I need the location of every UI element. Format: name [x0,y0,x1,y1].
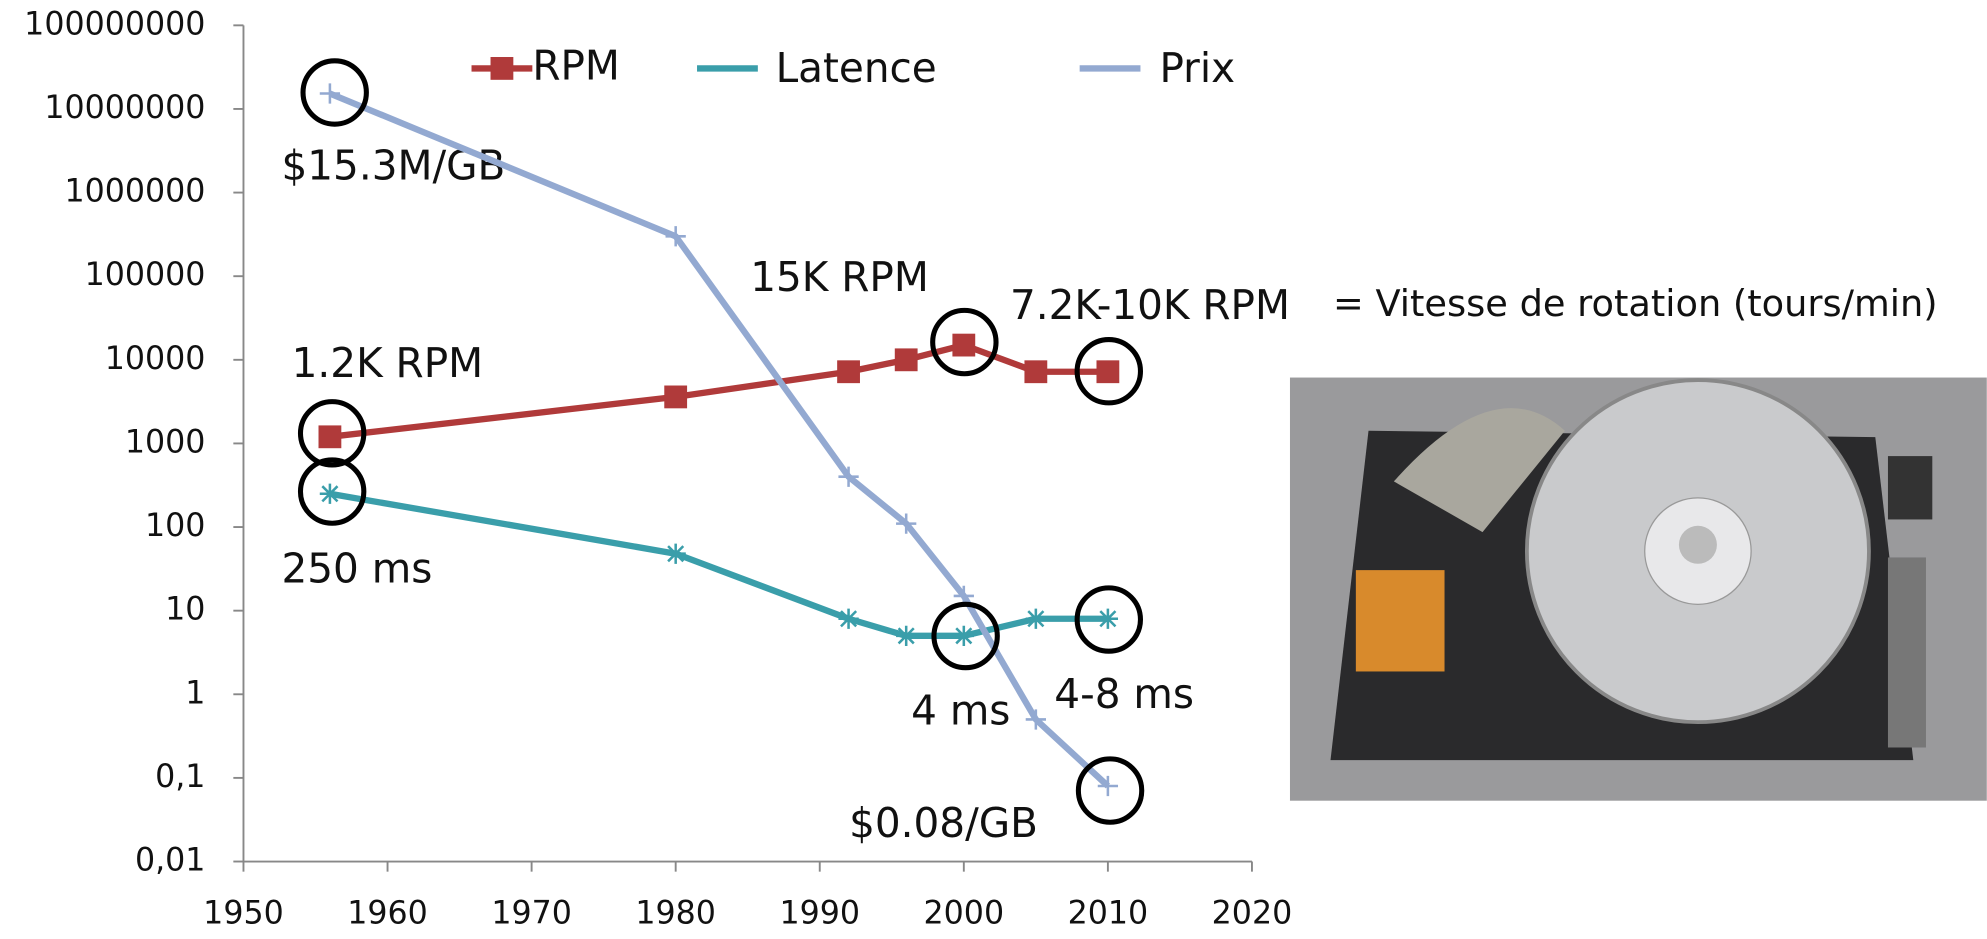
point [952,334,975,357]
x-tick-label: 2020 [1212,896,1293,932]
x-tick-label: 2010 [1068,896,1149,932]
chart: RPM Latence Prix $15.3M/GB 1.2K RPM 250 … [0,0,1987,935]
y-tick-label: 1 [185,675,205,711]
point [319,425,342,448]
y-tick-label: 10000000 [44,90,205,126]
point [838,609,858,629]
point [896,626,916,646]
x-tick-label: 1960 [347,896,428,932]
point [954,626,974,646]
legend: RPM Latence Prix [472,41,1236,92]
annotation: $0.08/GB [849,799,1038,847]
point [895,348,918,371]
point [1026,609,1046,629]
y-tick-label: 1000 [125,424,206,460]
annotation: 4 ms [911,686,1010,734]
y-tick-label: 100000000 [24,6,205,42]
annotation: 7.2K-10K RPM [1010,281,1290,329]
y-tick-label: 0,1 [155,759,205,795]
legend-label: Prix [1159,44,1235,92]
point [837,360,860,383]
point [666,544,686,564]
y-tick-label: 10 [165,592,205,628]
y-tick-label: 1000000 [64,174,205,210]
point [664,386,687,409]
point [320,83,340,103]
x-tick-label: 1970 [491,896,572,932]
x-tick-label: 1980 [635,896,716,932]
x-tick-label: 1950 [203,896,284,932]
annotation: 250 ms [281,544,432,592]
annotation: 1.2K RPM [292,339,484,387]
y-tick-label: 10000 [105,341,206,377]
series-line [330,94,1108,786]
page: RPM Latence Prix $15.3M/GB 1.2K RPM 250 … [0,0,1987,935]
point [1098,609,1118,629]
point [1096,360,1119,383]
y-tick-label: 100000 [85,257,206,293]
annotation: = Vitesse de rotation (tours/min) [1333,282,1938,325]
legend-label: Latence [776,44,937,92]
photo [1290,378,1987,801]
legend-marker [491,57,514,80]
annotation: 15K RPM [750,253,929,301]
point [320,484,340,504]
x-tick-label: 1990 [779,896,860,932]
x-tick-label: 2000 [924,896,1005,932]
y-tick-label: 100 [145,508,205,544]
point [1024,360,1047,383]
legend-label: RPM [532,41,620,89]
y-tick-label: 0,01 [135,843,206,879]
annotation: 4-8 ms [1054,670,1194,718]
